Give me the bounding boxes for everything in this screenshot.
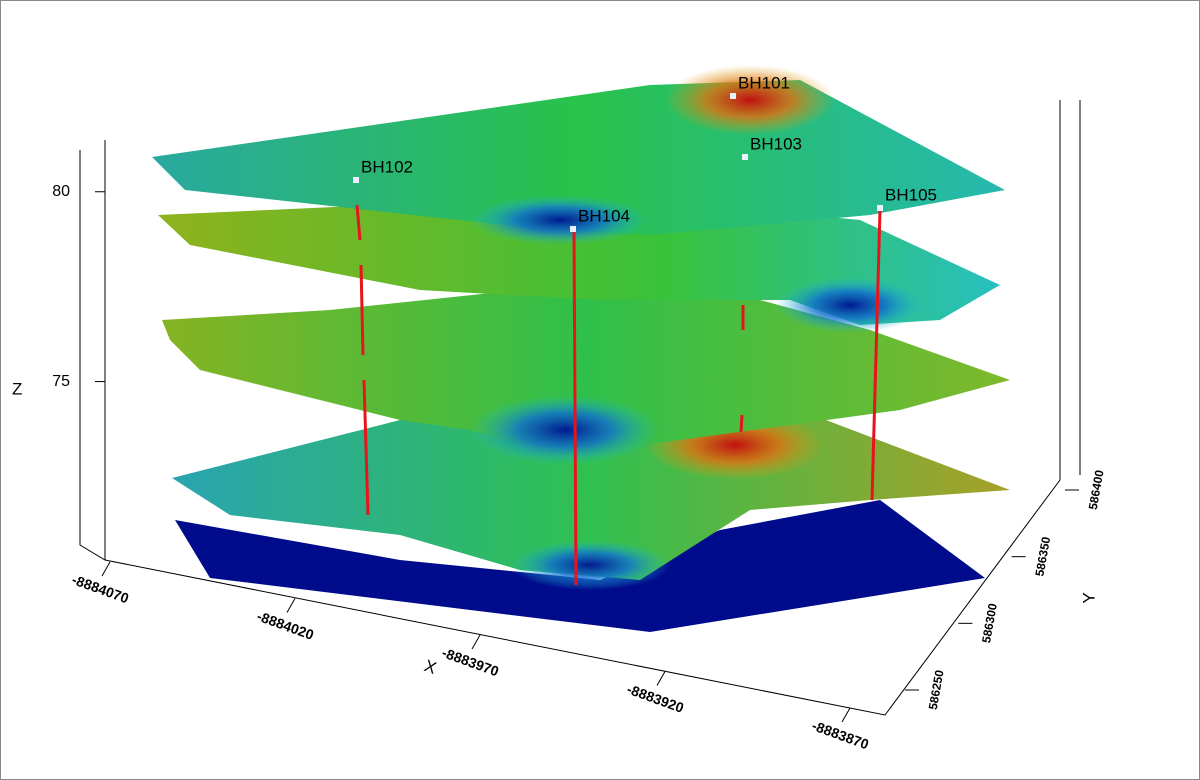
x-tick bbox=[471, 634, 481, 650]
borehole-line bbox=[355, 204, 362, 241]
borehole-marker bbox=[353, 177, 359, 183]
borehole-line bbox=[362, 379, 370, 516]
borehole-line bbox=[870, 209, 882, 501]
x-tick-label: -8883970 bbox=[440, 644, 501, 679]
surface-5 bbox=[175, 500, 985, 632]
borehole-label: BH103 bbox=[750, 134, 802, 153]
surface-3-low bbox=[470, 395, 660, 465]
surface-3 bbox=[162, 290, 1010, 455]
x-tick-label: -8884070 bbox=[70, 571, 131, 606]
y-tick-label: 586250 bbox=[926, 669, 947, 711]
x-tick bbox=[656, 671, 666, 686]
borehole-marker bbox=[877, 205, 883, 211]
borehole-marker bbox=[570, 226, 576, 232]
borehole-line bbox=[739, 414, 744, 433]
surface-1-low bbox=[470, 195, 650, 245]
borehole-marker bbox=[730, 93, 736, 99]
z-tick-label: 80 bbox=[52, 183, 70, 200]
z-axis-label: Z bbox=[12, 379, 22, 398]
borehole-line bbox=[359, 264, 365, 356]
y-tick-label: 586300 bbox=[979, 602, 1000, 644]
x-tick bbox=[841, 707, 851, 723]
x-tick-label: -8884020 bbox=[255, 608, 316, 643]
borehole-lines bbox=[355, 204, 882, 586]
borehole-label: BH101 bbox=[738, 73, 790, 92]
surface-4-low bbox=[510, 540, 670, 590]
x-tick-label: -8883920 bbox=[625, 681, 686, 716]
x-tick-label: -8883870 bbox=[810, 717, 871, 752]
y-tick-label: 586400 bbox=[1086, 469, 1107, 511]
surface-2-low bbox=[775, 277, 925, 333]
x-tick bbox=[101, 561, 111, 577]
x-axis-label: X bbox=[422, 656, 439, 678]
y-axis-label: Y bbox=[1079, 592, 1098, 603]
borehole-marker bbox=[742, 154, 748, 160]
y-tick-label: 586350 bbox=[1032, 535, 1053, 577]
axis-box bbox=[79, 100, 1061, 716]
surface-1-high bbox=[665, 65, 835, 135]
borehole-label: BH105 bbox=[885, 185, 937, 204]
x-tick bbox=[286, 598, 296, 613]
borehole-label: BH102 bbox=[361, 157, 413, 176]
surfaces bbox=[152, 65, 1010, 632]
borehole-line bbox=[572, 229, 578, 586]
borehole-label: BH104 bbox=[578, 206, 630, 225]
z-tick-label: 75 bbox=[52, 373, 70, 390]
axes bbox=[79, 100, 1081, 716]
